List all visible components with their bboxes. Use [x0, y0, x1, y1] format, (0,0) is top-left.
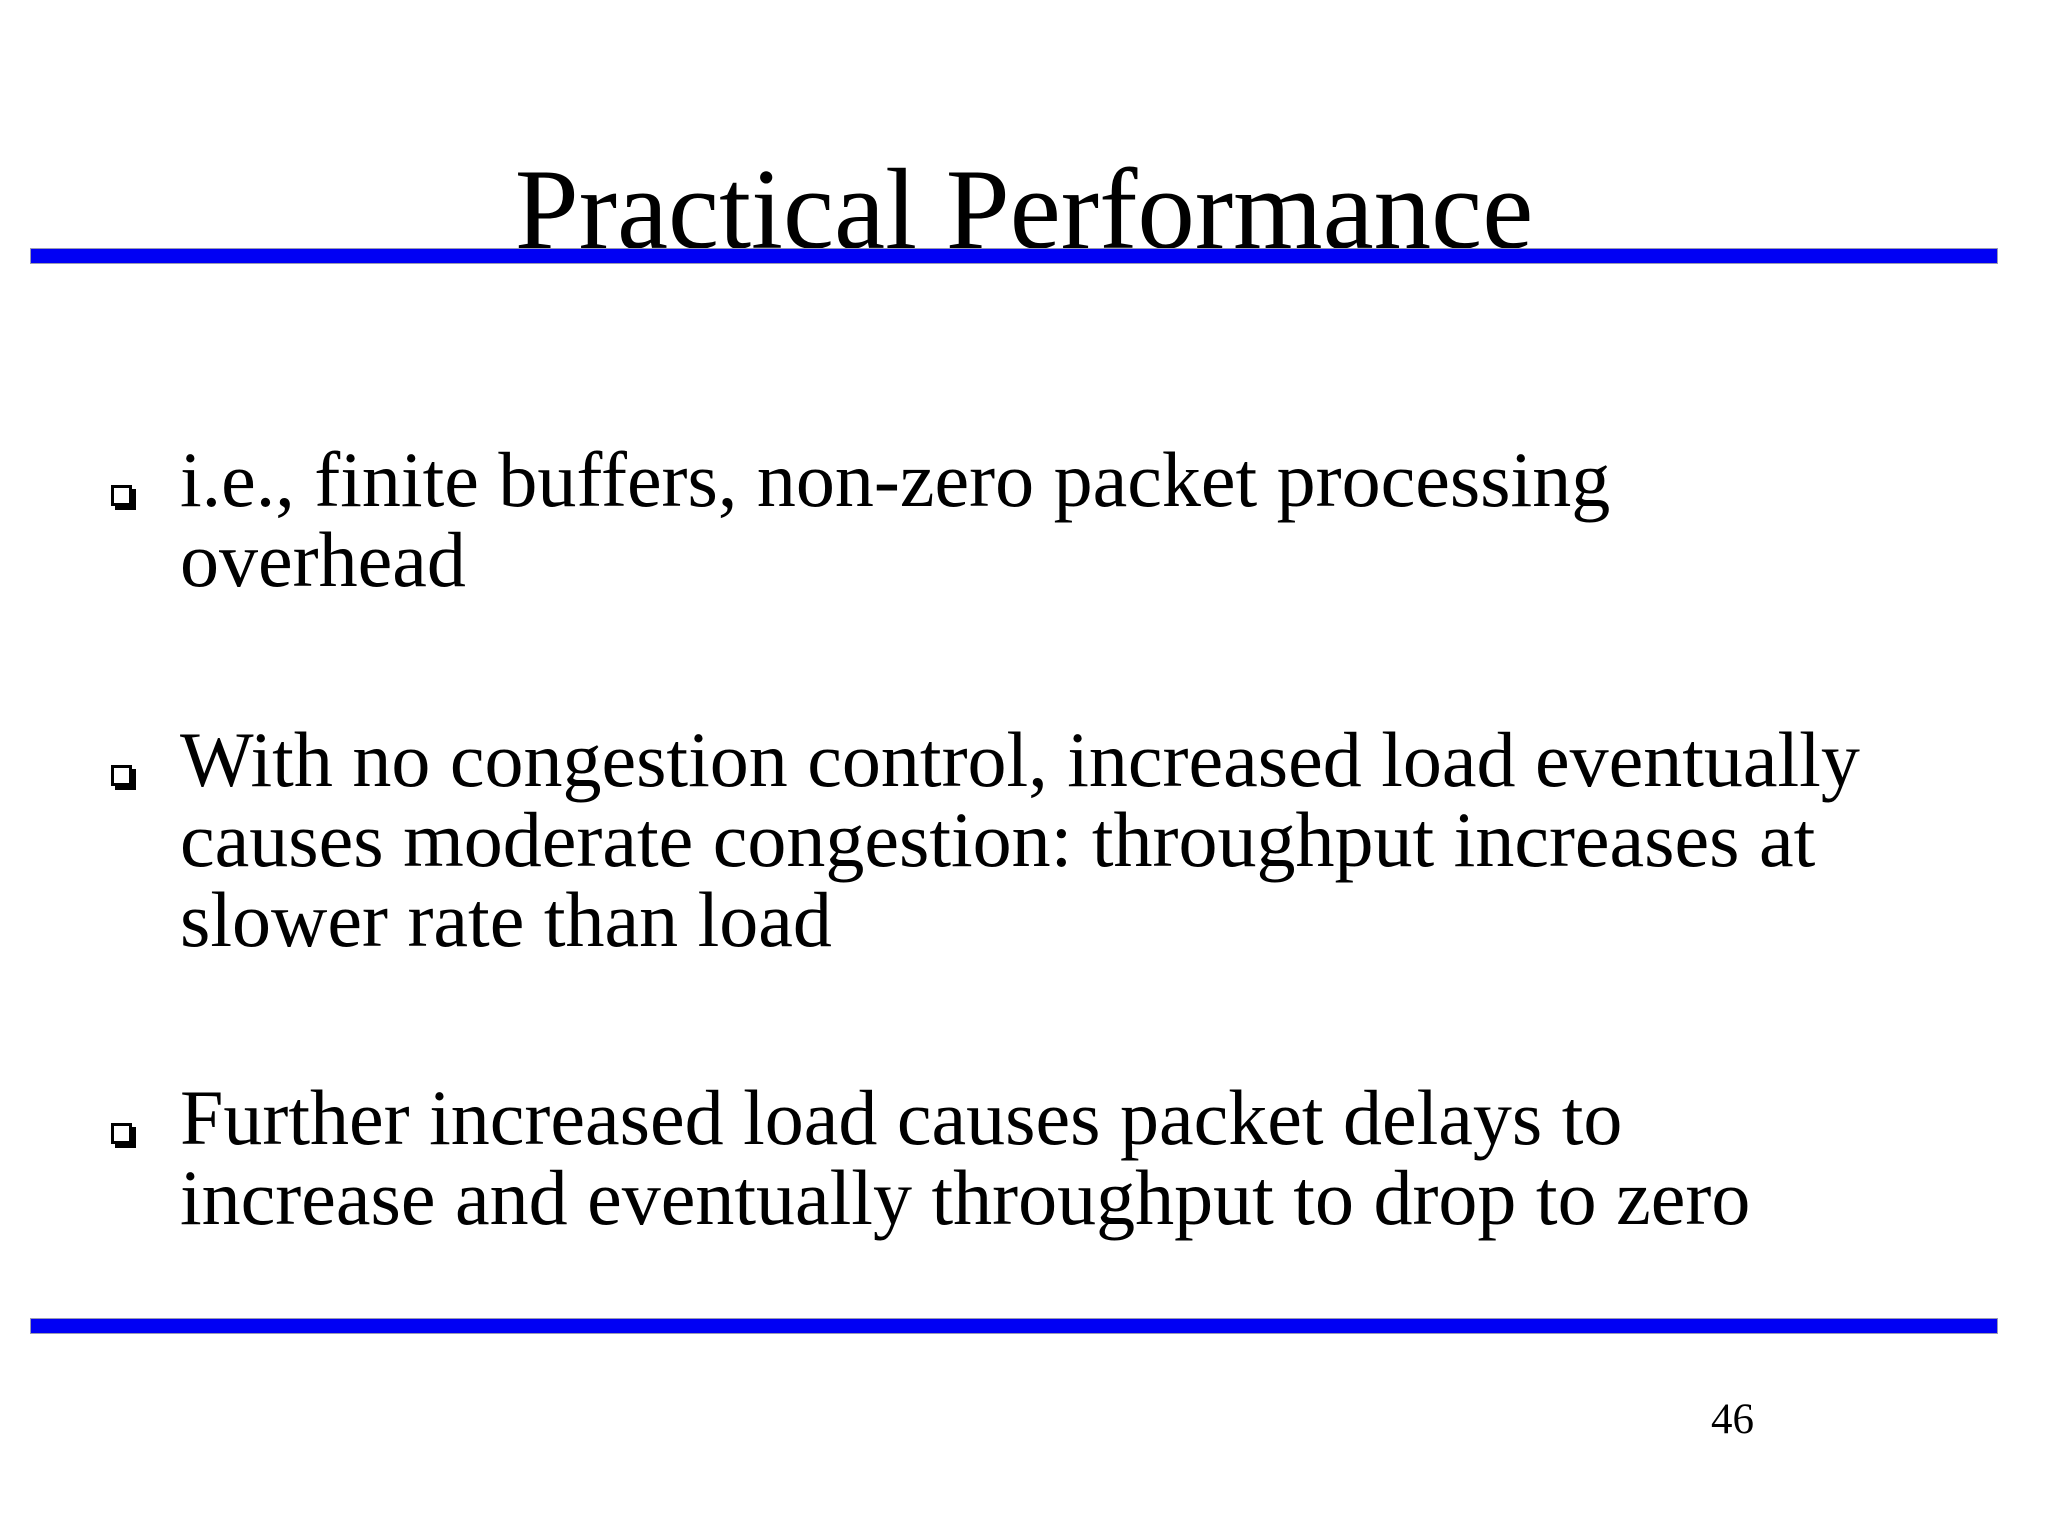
bottom-divider: [30, 1318, 1998, 1334]
bullet-item: Further increased load causes packet del…: [111, 1078, 1750, 1238]
page-number: 46: [1711, 1396, 1754, 1443]
bullet-item: With no congestion control, increased lo…: [111, 720, 1860, 960]
title-divider: [30, 248, 1998, 264]
bullet-line: Further increased load causes packet del…: [180, 1074, 1623, 1161]
bullet-line: overhead: [180, 516, 466, 603]
bullet-line: increase and eventually throughput to dr…: [180, 1154, 1751, 1241]
square-bullet-icon: [111, 1123, 132, 1144]
bullet-line: causes moderate congestion: throughput i…: [180, 796, 1816, 883]
square-bullet-icon: [111, 485, 132, 506]
bullet-item: i.e., finite buffers, non-zero packet pr…: [111, 440, 1610, 600]
bullet-line: i.e., finite buffers, non-zero packet pr…: [180, 436, 1611, 523]
bullet-line: With no congestion control, increased lo…: [180, 716, 1860, 803]
square-bullet-icon: [111, 765, 132, 786]
bullet-line: slower rate than load: [180, 876, 832, 963]
